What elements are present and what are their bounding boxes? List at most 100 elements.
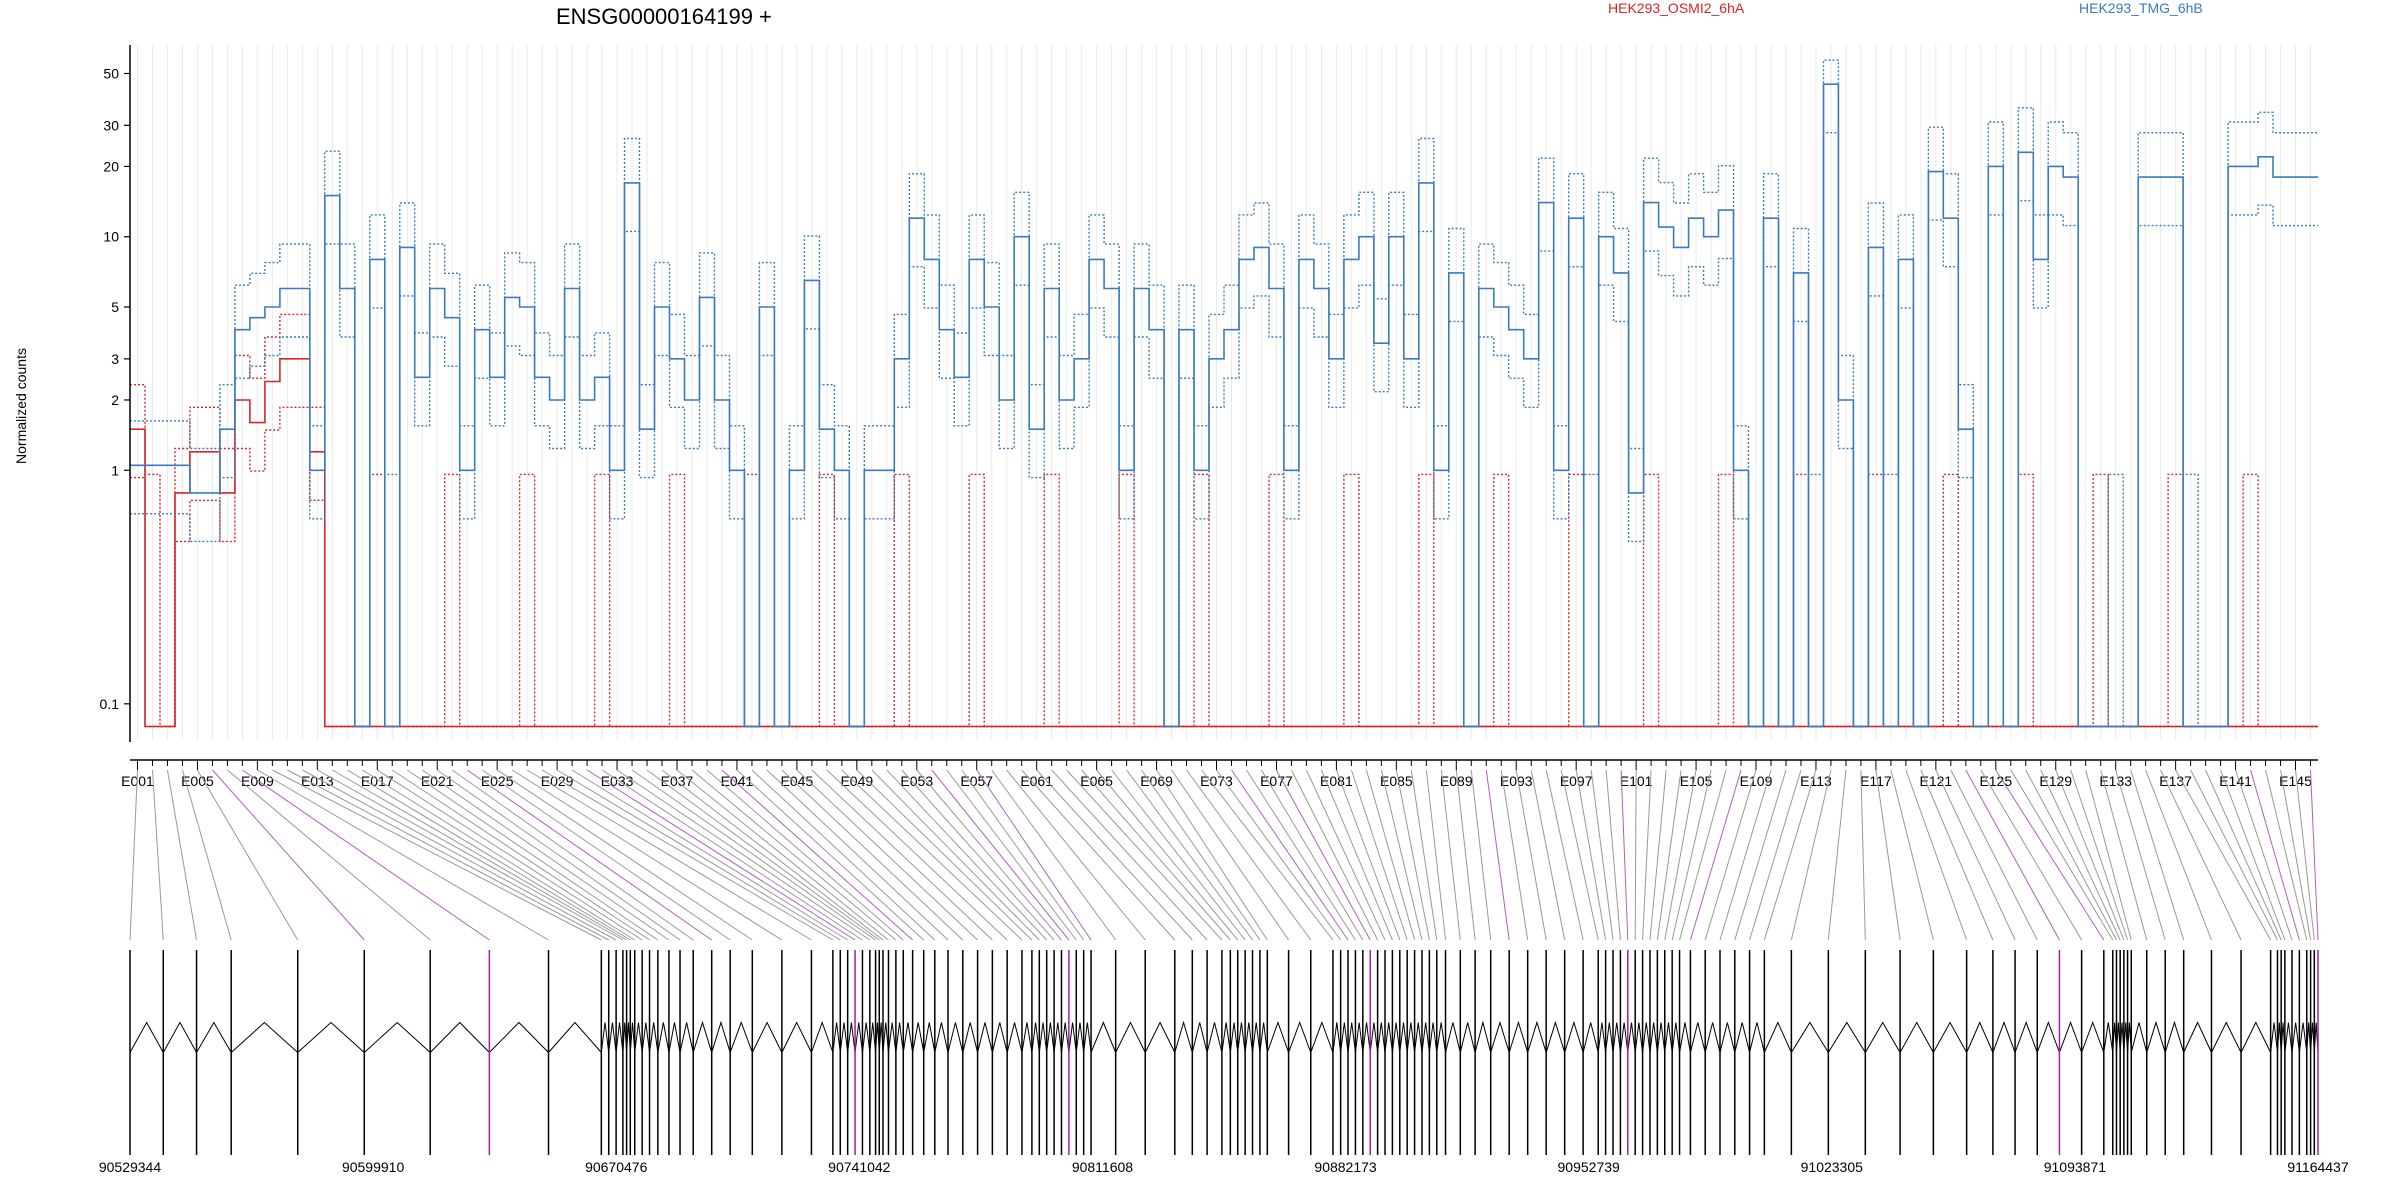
exon-connector: [1470, 769, 1492, 941]
series-mean-line: [130, 83, 2318, 728]
intron-line: [1377, 1022, 1386, 1053]
exon-connector: [1081, 769, 1231, 941]
intron-line: [1436, 1022, 1447, 1053]
exon-connector: [1320, 769, 1393, 941]
intron-line: [1734, 1022, 1751, 1053]
chart-title: ENSG00000164199 +: [556, 4, 772, 29]
intron-line: [1827, 1021, 1866, 1053]
coordinate-label: 91023305: [1801, 1159, 1864, 1175]
exon-connector: [347, 769, 631, 941]
intron-line: [1068, 1022, 1077, 1053]
intron-line: [1490, 1020, 1510, 1053]
exon-connector: [2295, 769, 2315, 941]
intron-line: [1619, 1022, 1629, 1053]
exon-connector: [302, 769, 617, 941]
legend-series-2-label: HEK293_TMG_6hB: [2079, 0, 2203, 16]
intron-line: [882, 1022, 889, 1053]
exon-connector-lines: [129, 769, 2319, 941]
exon-tick-label: E065: [1080, 773, 1113, 789]
exon-connector: [901, 769, 1055, 941]
intron-line: [2058, 1021, 2083, 1053]
exon-tick-label: E097: [1560, 773, 1593, 789]
exon-connector: [1231, 769, 1349, 941]
exon-connector: [1440, 769, 1461, 941]
intron-line: [887, 1022, 897, 1053]
exon-tick-label: E073: [1200, 773, 1233, 789]
intron-line: [1597, 1022, 1607, 1053]
intron-line: [1083, 1022, 1092, 1053]
intron-line: [1369, 1022, 1379, 1053]
intron-line: [489, 1021, 549, 1053]
exon-connector: [481, 769, 731, 941]
exon-connector: [1763, 769, 1817, 941]
exon-tick-label: E093: [1500, 773, 1533, 789]
exon-connector: [2205, 769, 2282, 941]
exon-connector: [436, 769, 681, 941]
intron-line: [923, 1022, 936, 1053]
intron-line: [608, 1022, 617, 1053]
exon-connector: [1066, 769, 1223, 941]
exon-connector: [1305, 769, 1386, 941]
exon-connector: [2055, 769, 2125, 941]
intron-line: [1582, 1022, 1599, 1053]
intron-line: [2183, 1021, 2212, 1053]
intron-line: [1474, 1020, 1492, 1053]
intron-line: [1864, 1021, 1901, 1053]
exon-tick-label: E129: [2039, 773, 2072, 789]
exon-connector: [212, 769, 365, 941]
intron-line: [869, 1022, 877, 1053]
intron-line: [297, 1021, 365, 1053]
exon-connector: [2280, 769, 2312, 941]
intron-line: [692, 1020, 713, 1053]
exon-connector: [2040, 769, 2121, 941]
series-hek293-osmi2: [130, 313, 2318, 728]
exon-connector: [257, 769, 549, 941]
intron-line: [2081, 1021, 2105, 1053]
exon-tick-label: E141: [2219, 773, 2252, 789]
intron-line: [1932, 1021, 1968, 1053]
exon-connector: [2100, 769, 2148, 941]
intron-line: [1031, 1022, 1040, 1053]
intron-line: [634, 1022, 643, 1053]
intron-line: [1664, 1022, 1673, 1053]
exon-connector: [556, 769, 841, 941]
exon-connector: [1290, 769, 1379, 941]
exon-connector: [2175, 769, 2272, 941]
exon-connector: [961, 769, 1085, 941]
intron-line: [1362, 1022, 1371, 1053]
exon-connector: [1671, 769, 1712, 941]
intron-line: [668, 1022, 681, 1053]
intron-line: [1340, 1022, 1349, 1053]
intron-line: [2164, 1020, 2185, 1053]
exon-connector: [751, 769, 936, 941]
exon-tick-label: E109: [1740, 773, 1773, 789]
intron-line: [1046, 1022, 1055, 1053]
intron-line: [2014, 1021, 2038, 1053]
intron-line: [861, 1022, 871, 1053]
exon-connector: [2190, 769, 2278, 941]
exon-connector: [1350, 769, 1408, 941]
exon-connector: [287, 769, 609, 941]
intron-line: [1612, 1022, 1621, 1053]
exon-connector: [1141, 769, 1261, 941]
series-hek293-tmg: [130, 59, 2318, 728]
intron-line: [230, 1021, 299, 1053]
exon-connector: [1410, 769, 1438, 941]
intron-line: [1445, 1022, 1461, 1053]
intron-line: [548, 1021, 602, 1053]
intron-line: [1428, 1022, 1438, 1053]
exon-connector: [736, 769, 925, 941]
intron-line: [2036, 1021, 2060, 1053]
exon-connector: [826, 769, 1008, 941]
exon-connector: [1425, 769, 1447, 941]
exon-connector: [1995, 769, 2105, 941]
exon-connector: [661, 769, 884, 941]
intron-line: [1634, 1022, 1644, 1053]
exon-connector: [1664, 769, 1697, 941]
series-mean-line: [130, 358, 2318, 728]
intron-line: [1090, 1021, 1117, 1053]
exon-connector: [646, 769, 880, 941]
intron-line: [1229, 1022, 1239, 1053]
intron-line: [729, 1021, 753, 1053]
